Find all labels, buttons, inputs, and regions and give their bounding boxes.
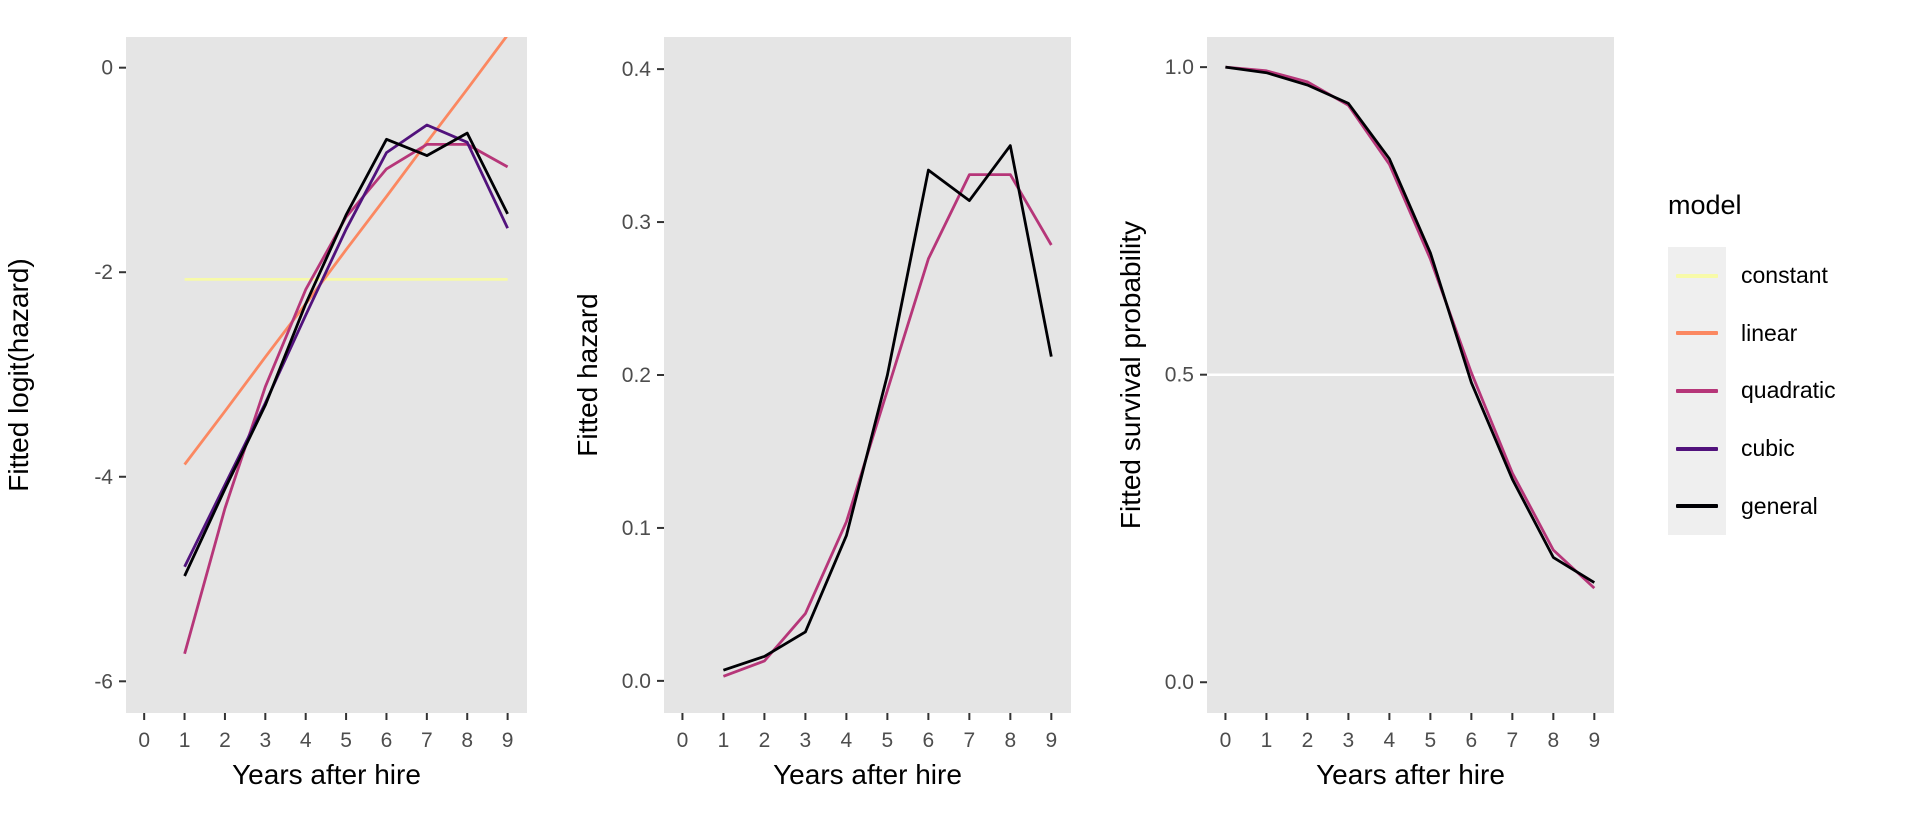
x-tick-label: 9 <box>1045 729 1057 752</box>
x-tick-label: 1 <box>1261 729 1273 752</box>
y-tick-label: 0 <box>101 57 113 80</box>
x-tick-label: 5 <box>882 729 894 752</box>
x-tick-label: 0 <box>138 729 150 752</box>
x-tick-label: 1 <box>718 729 730 752</box>
x-tick-label: 8 <box>1547 729 1559 752</box>
x-tick-label: 2 <box>219 729 231 752</box>
panel-0: 0 1 2 3 4 5 6 7 8 9 0 -2 -4 -6 Years after hire Fitted … <box>3 37 527 790</box>
legend-item-quadratic: quadratic <box>1668 362 1836 420</box>
y-axis-title: Fitted survival probability <box>1115 221 1146 529</box>
legend-key-line-icon <box>1676 446 1718 451</box>
y-tick-label: 1.0 <box>1165 56 1194 79</box>
y-tick-label: 0.1 <box>622 517 651 540</box>
x-tick-label: 2 <box>759 729 771 752</box>
legend-key <box>1668 419 1726 478</box>
legend-item-label: linear <box>1741 319 1798 346</box>
x-tick-label: 4 <box>841 729 853 752</box>
x-tick-label: 8 <box>1004 729 1016 752</box>
x-tick-label: 6 <box>923 729 935 752</box>
series-line-general <box>1225 65 1596 584</box>
legend-item-general: general <box>1668 477 1836 535</box>
x-axis-title: Years after hire <box>1316 759 1505 790</box>
legend-item-cubic: cubic <box>1668 419 1836 478</box>
y-tick-label: -4 <box>94 466 113 489</box>
x-tick-label: 6 <box>381 729 393 752</box>
series-line-cubic <box>183 123 509 568</box>
legend-key <box>1668 362 1726 420</box>
legend-key-line-icon <box>1676 504 1718 509</box>
series-line-quadratic <box>1225 65 1596 590</box>
legend-key-line-icon <box>1676 388 1718 393</box>
y-tick-label: -6 <box>94 670 113 693</box>
legend-items: constant linear quadratic cubic general <box>1668 247 1836 535</box>
panel-background <box>664 37 1071 713</box>
x-axis-title: Years after hire <box>773 759 962 790</box>
legend-item-label: constant <box>1741 262 1828 289</box>
x-tick-label: 7 <box>1507 729 1519 752</box>
y-tick-label: 0.3 <box>622 211 651 234</box>
x-tick-label: 5 <box>1425 729 1437 752</box>
x-tick-label: 8 <box>461 729 473 752</box>
x-tick-label: 2 <box>1302 729 1314 752</box>
legend-item-label: general <box>1741 492 1818 519</box>
x-tick-label: 1 <box>179 729 191 752</box>
series-group <box>1225 65 1596 590</box>
series-line-general <box>183 131 509 577</box>
x-tick-label: 4 <box>1384 729 1396 752</box>
panel-background <box>126 37 527 713</box>
y-axis-title: Fitted hazard <box>572 293 603 456</box>
y-tick-label: 0.4 <box>622 58 652 81</box>
legend-item-constant: constant <box>1668 247 1836 305</box>
y-tick-label: 0.5 <box>1165 364 1194 387</box>
y-tick-label: 0.2 <box>622 364 651 387</box>
legend-title: model <box>1668 190 1742 220</box>
x-tick-label: 3 <box>800 729 812 752</box>
y-tick-label: -2 <box>94 261 113 284</box>
legend-key-line-icon <box>1676 331 1718 336</box>
x-tick-label: 7 <box>964 729 976 752</box>
x-tick-label: 3 <box>259 729 271 752</box>
legend-key <box>1668 477 1726 535</box>
y-tick-label: 0.0 <box>1165 671 1194 694</box>
x-tick-label: 9 <box>502 729 514 752</box>
legend-key-line-icon <box>1676 273 1718 278</box>
x-tick-label: 7 <box>421 729 433 752</box>
series-line-linear <box>183 37 508 466</box>
legend-item-label: cubic <box>1741 435 1795 462</box>
panel-2: 0 1 2 3 4 5 6 7 8 9 0.0 0.5 1.0 Years after hire Fitte… <box>1115 37 1614 790</box>
legend-item-label: quadratic <box>1741 377 1836 404</box>
legend: model constant linear quadratic cubic ge… <box>1668 190 1836 535</box>
x-tick-label: 3 <box>1343 729 1355 752</box>
x-axis-title: Years after hire <box>232 759 421 790</box>
y-axis-title: Fitted logit(hazard) <box>3 258 34 491</box>
x-tick-label: 4 <box>300 729 312 752</box>
x-tick-label: 0 <box>1220 729 1232 752</box>
x-tick-label: 0 <box>677 729 689 752</box>
panel-1: 0 1 2 3 4 5 6 7 8 9 0.0 0.1 0.2 0.3 0.4 Years after hir… <box>572 37 1071 790</box>
series-group <box>722 144 1053 678</box>
series-line-general <box>722 144 1053 672</box>
series-group <box>183 37 509 655</box>
x-tick-label: 5 <box>340 729 352 752</box>
legend-key <box>1668 304 1726 363</box>
y-tick-label: 0.0 <box>622 670 651 693</box>
x-tick-label: 6 <box>1466 729 1478 752</box>
series-line-quadratic <box>722 173 1053 678</box>
x-tick-label: 9 <box>1588 729 1600 752</box>
legend-key <box>1668 247 1726 305</box>
legend-item-linear: linear <box>1668 304 1836 363</box>
